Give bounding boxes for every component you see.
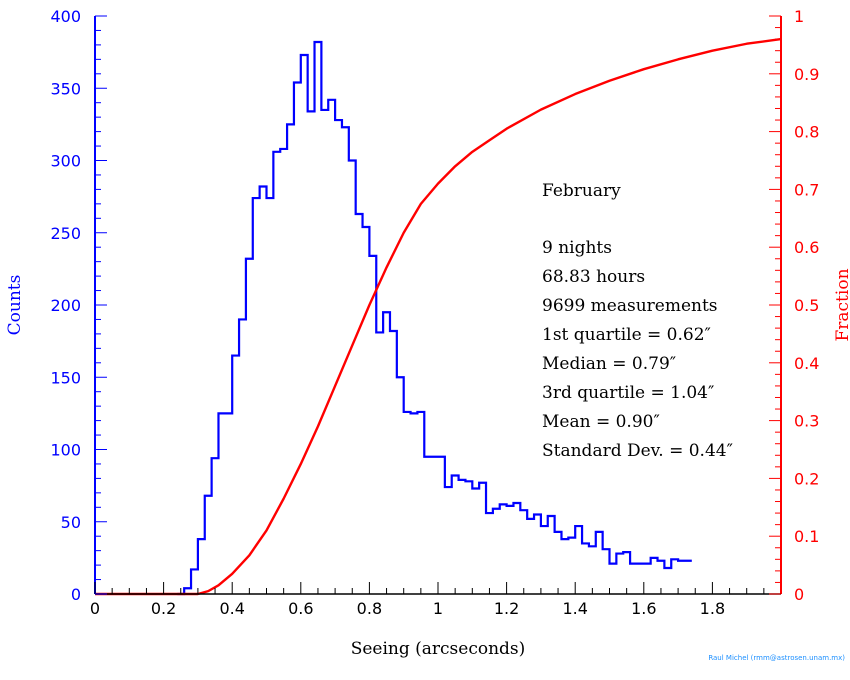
y-tick-label: 100 bbox=[50, 441, 81, 460]
x-tick-label: 0.8 bbox=[357, 599, 382, 618]
x-tick-label: 0.4 bbox=[219, 599, 244, 618]
y-tick-label: 0 bbox=[71, 585, 81, 604]
y2-tick-label: 0 bbox=[794, 585, 804, 604]
y2-tick-label: 0.1 bbox=[794, 527, 819, 546]
y-axis-label: Counts bbox=[5, 275, 25, 336]
x-tick-label: 1 bbox=[433, 599, 443, 618]
y2-axis-label: Fraction bbox=[833, 268, 850, 341]
annotation-line: Median = 0.79″ bbox=[542, 354, 676, 374]
x-tick-label: 0.2 bbox=[151, 599, 176, 618]
credit-text: Raul Michel (rmm@astrosen.unam.mx) bbox=[708, 654, 845, 662]
annotation-line: Mean = 0.90″ bbox=[542, 412, 660, 432]
y-tick-label: 150 bbox=[50, 368, 81, 387]
x-tick-label: 1.2 bbox=[494, 599, 519, 618]
x-tick-label: 1.4 bbox=[562, 599, 587, 618]
y2-tick-label: 0.6 bbox=[794, 238, 819, 257]
x-tick-label: 0.6 bbox=[288, 599, 313, 618]
y2-tick-label: 0.5 bbox=[794, 296, 819, 315]
y-tick-label: 250 bbox=[50, 224, 81, 243]
cumulative-fraction-line bbox=[95, 37, 782, 596]
annotation-line: 9699 measurements bbox=[542, 296, 718, 316]
annotation-line: Standard Dev. = 0.44″ bbox=[542, 441, 733, 461]
annotation-line: 9 nights bbox=[542, 238, 612, 258]
y-tick-label: 300 bbox=[50, 152, 81, 171]
y-tick-label: 350 bbox=[50, 79, 81, 98]
annotation-line: 3rd quartile = 1.04″ bbox=[542, 383, 714, 403]
y-tick-label: 200 bbox=[50, 296, 81, 315]
annotation-line: 68.83 hours bbox=[542, 267, 645, 287]
y2-tick-label: 0.3 bbox=[794, 412, 819, 431]
y2-tick-label: 1 bbox=[794, 7, 804, 26]
y-tick-label: 50 bbox=[61, 513, 81, 532]
x-tick-label: 1.6 bbox=[631, 599, 656, 618]
y-tick-label: 400 bbox=[50, 7, 81, 26]
y2-tick-label: 0.4 bbox=[794, 354, 819, 373]
y2-tick-label: 0.7 bbox=[794, 180, 819, 199]
annotation-title: February bbox=[542, 181, 621, 201]
y2-tick-label: 0.8 bbox=[794, 123, 819, 142]
x-tick-label: 0 bbox=[90, 599, 100, 618]
histogram-series-line bbox=[177, 40, 692, 596]
y2-tick-label: 0.2 bbox=[794, 469, 819, 488]
x-axis-label: Seeing (arcseconds) bbox=[351, 639, 526, 659]
annotation-line: 1st quartile = 0.62″ bbox=[542, 325, 711, 345]
y2-tick-label: 0.9 bbox=[794, 65, 819, 84]
x-tick-label: 1.8 bbox=[700, 599, 725, 618]
